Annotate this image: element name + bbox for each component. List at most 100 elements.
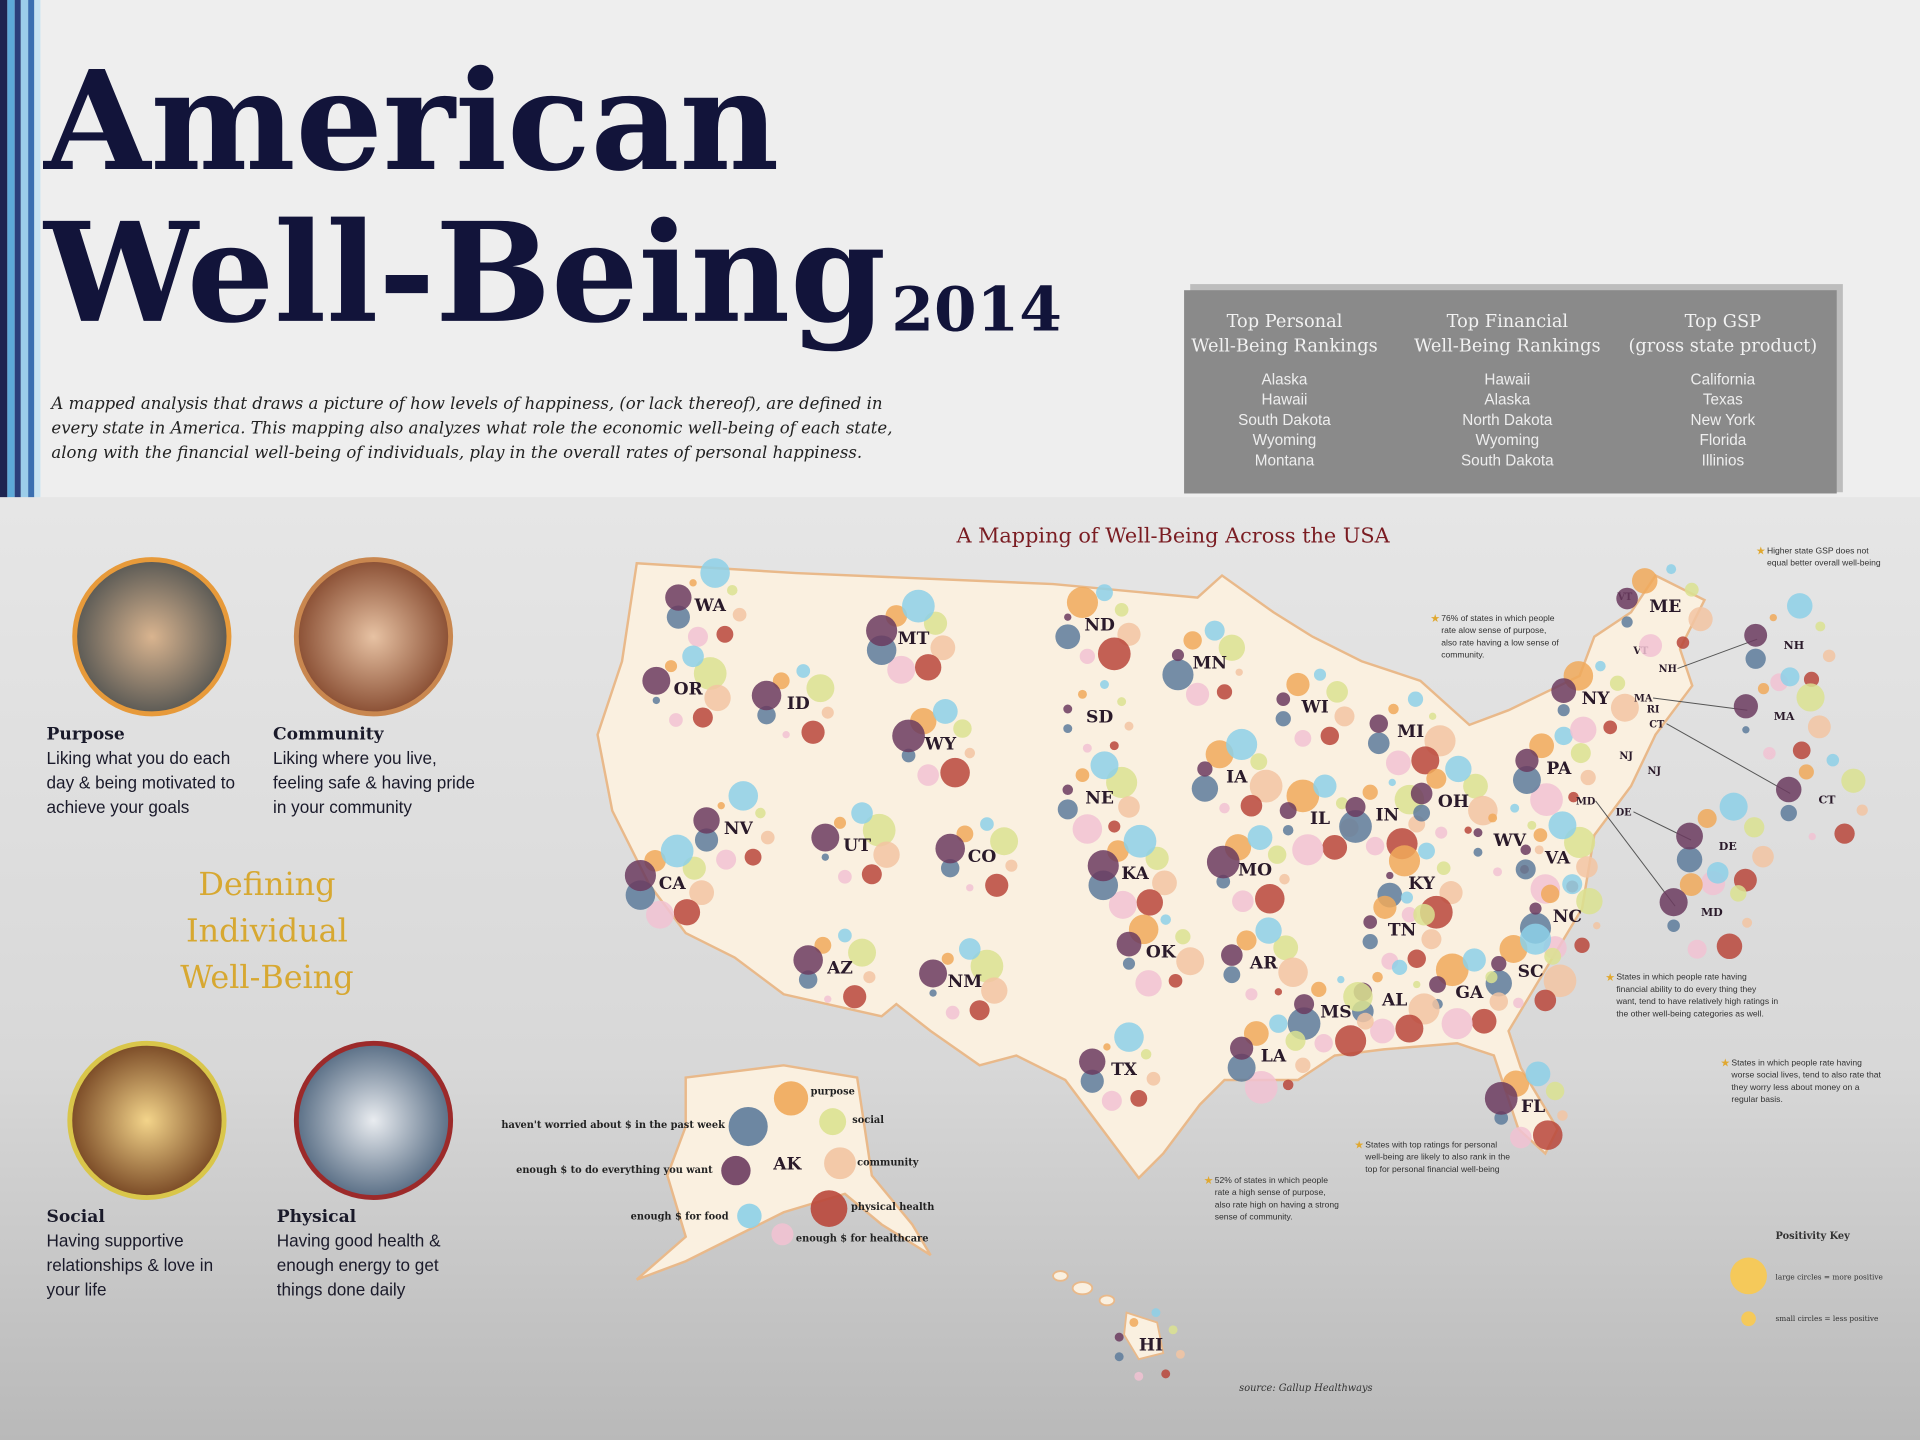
state-label: HI xyxy=(1139,1336,1163,1356)
state-label: MS xyxy=(1320,1003,1351,1023)
state-circle xyxy=(851,802,873,824)
state-circle xyxy=(1275,711,1291,727)
state-circle xyxy=(1117,697,1127,707)
note-line: also rate having a low sense of xyxy=(1441,637,1559,647)
state-circle xyxy=(1204,620,1225,641)
ranking-heading: (gross state product) xyxy=(1628,336,1817,356)
ranking-item: Texas xyxy=(1703,392,1743,409)
state-circle xyxy=(682,645,704,668)
state-circle xyxy=(1413,804,1431,822)
state-circle xyxy=(1473,828,1483,838)
state-circle xyxy=(1255,884,1285,914)
state-circle xyxy=(1716,933,1743,960)
state-circle xyxy=(1240,794,1263,817)
state-circle xyxy=(693,807,720,834)
state-circles xyxy=(811,802,900,885)
state-label: FL xyxy=(1521,1097,1545,1117)
state-circle xyxy=(1087,850,1119,882)
note-line: rate alow sense of purpose, xyxy=(1441,625,1546,635)
legend-circle xyxy=(819,1108,847,1136)
state-circle xyxy=(1356,1012,1374,1030)
state-label: IA xyxy=(1226,767,1248,787)
note-star: ★ xyxy=(1756,546,1766,558)
state-circle xyxy=(1151,1308,1161,1318)
state-circle xyxy=(1780,804,1797,822)
state-circles xyxy=(1221,917,1308,1001)
state-circle xyxy=(1510,803,1520,813)
state-circle xyxy=(1162,659,1194,691)
state-circle xyxy=(693,657,727,690)
state-circle xyxy=(1666,564,1677,575)
state-label: NV xyxy=(724,819,754,839)
state-label: NE xyxy=(1085,788,1114,808)
callout-label: MD xyxy=(1701,906,1723,919)
callout-line xyxy=(1677,638,1758,670)
state-circle xyxy=(1388,778,1396,787)
state-circle xyxy=(716,625,734,643)
state-circles xyxy=(1079,1022,1161,1111)
small-state-label: VT xyxy=(1632,646,1649,657)
state-circle xyxy=(838,928,852,943)
state-label: MI xyxy=(1397,722,1424,742)
state-circle xyxy=(1532,1120,1563,1150)
state-circle xyxy=(966,884,974,892)
legend-circle xyxy=(773,1081,809,1116)
state-circle xyxy=(1063,724,1073,734)
state-circle xyxy=(1124,721,1134,731)
state-circle xyxy=(1334,706,1355,727)
state-circle xyxy=(1370,1018,1395,1044)
state-label: SD xyxy=(1086,707,1113,727)
state-circle xyxy=(902,589,935,623)
state-circle xyxy=(1062,784,1074,796)
state-circle xyxy=(1267,845,1287,864)
state-circle xyxy=(1282,824,1294,836)
state-circles xyxy=(935,817,1019,897)
state-circle xyxy=(1385,750,1411,776)
small-state-label: RI xyxy=(1647,705,1660,716)
state-circle xyxy=(665,584,692,611)
state-circle xyxy=(1168,973,1183,988)
state-circle xyxy=(990,827,1019,856)
state-circle xyxy=(1362,784,1378,800)
state-label: UT xyxy=(843,836,871,856)
state-circles xyxy=(1279,774,1359,866)
state-circle xyxy=(1057,799,1078,820)
section-heading: Well-Being xyxy=(180,958,353,996)
state-circle xyxy=(726,584,738,596)
state-circle xyxy=(652,696,660,705)
state-circle xyxy=(1075,768,1090,782)
state-circle xyxy=(1135,970,1162,997)
state-circle xyxy=(642,666,671,695)
state-circle xyxy=(1439,881,1463,905)
state-circle xyxy=(1407,691,1424,707)
note-line: community. xyxy=(1441,650,1484,660)
state-label: KA xyxy=(1121,864,1149,884)
state-circle xyxy=(669,713,683,727)
state-circle xyxy=(1244,1070,1278,1104)
state-circle xyxy=(1226,728,1258,761)
state-circle xyxy=(1339,810,1372,843)
state-circle xyxy=(956,825,974,843)
state-label: ND xyxy=(1084,616,1115,636)
note-line: well-being are likely to also rank in th… xyxy=(1364,1152,1510,1162)
state-label: LA xyxy=(1261,1047,1287,1067)
state-circle xyxy=(970,949,1004,983)
state-circle xyxy=(1742,917,1753,928)
state-circles xyxy=(1275,668,1355,747)
state-label: AK xyxy=(772,1154,802,1174)
state-circle xyxy=(1373,895,1397,919)
state-circle xyxy=(1320,726,1340,746)
state-circle xyxy=(782,731,790,739)
state-label: WV xyxy=(1493,831,1527,851)
ranking-item: New York xyxy=(1691,412,1756,429)
state-circle xyxy=(814,936,832,954)
note-line: want, tend to have relatively high ratin… xyxy=(1615,996,1778,1006)
ranking-heading: Top GSP xyxy=(1685,312,1761,332)
state-circle xyxy=(1679,873,1703,897)
ranking-item: Hawaii xyxy=(1484,371,1530,388)
legend-circle xyxy=(721,1155,751,1186)
state-circle xyxy=(1410,782,1433,805)
ranking-item: Wyoming xyxy=(1253,432,1317,449)
state-label: NY xyxy=(1582,689,1611,709)
state-circle xyxy=(1529,733,1555,759)
